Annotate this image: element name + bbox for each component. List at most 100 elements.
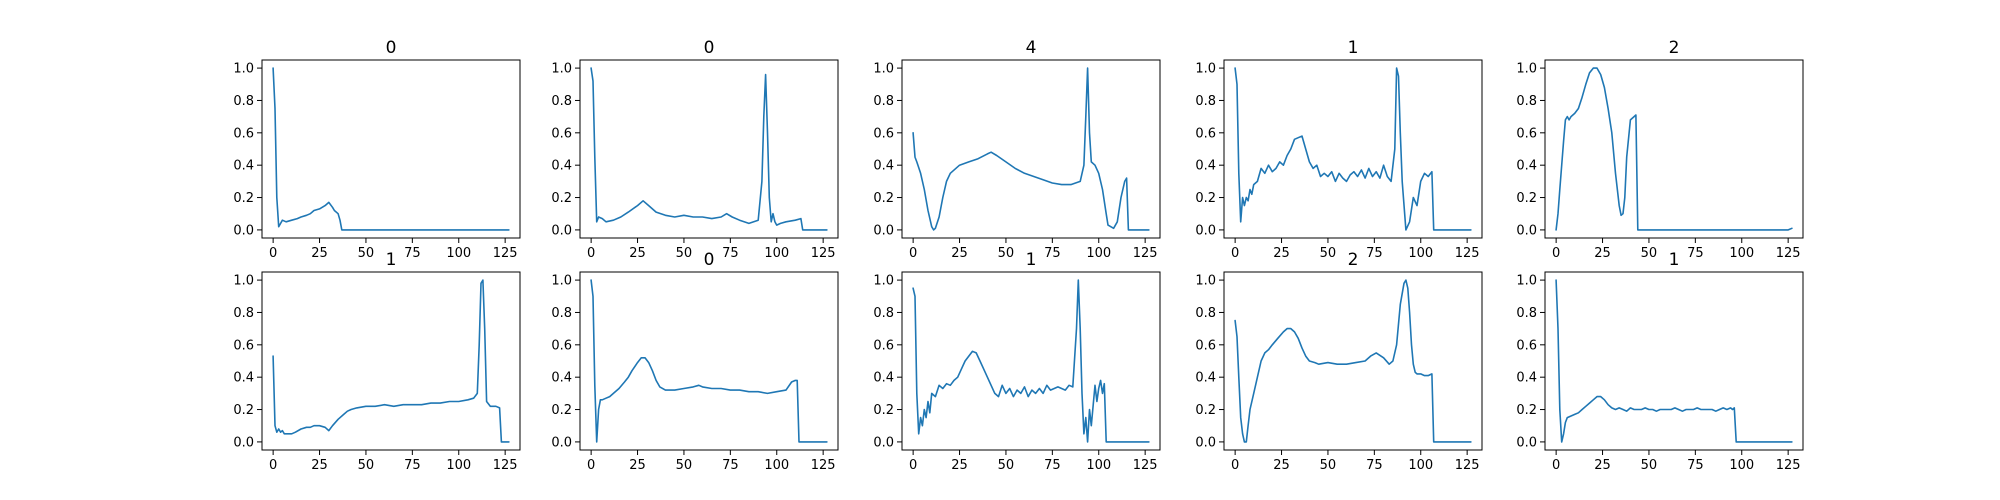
series-line [1555, 67, 1793, 231]
y-tick-label: 0.8 [1516, 94, 1537, 109]
subplot-title: 1 [386, 250, 397, 270]
y-tick-label: 0.8 [1195, 306, 1216, 321]
x-tick-label: 125 [493, 246, 518, 261]
axes-frame [261, 271, 521, 451]
y-tick-label: 0.4 [873, 159, 894, 174]
y-tick-label: 0.4 [1516, 371, 1537, 386]
x-tick-label: 50 [358, 458, 375, 473]
subplot-title: 0 [386, 38, 397, 58]
y-tick-label: 0.2 [551, 191, 572, 206]
y-tick-label: 0.6 [1195, 126, 1216, 141]
series-line [1555, 279, 1793, 443]
subplot-9: 1 0 25 50 75 100 125 0.0 0.2 0.4 0.6 0.8 1.0 [1516, 250, 1804, 473]
y-tick-label: 1.0 [551, 274, 572, 289]
x-tick-label: 0 [1231, 458, 1239, 473]
x-tick-label: 50 [676, 246, 693, 261]
y-tick-label: 0.4 [233, 371, 254, 386]
subplot-7: 1 0 25 50 75 100 125 0.0 0.2 0.4 0.6 0.8 1.0 [873, 250, 1161, 473]
series-line [912, 279, 1150, 443]
x-tick-label: 0 [1552, 246, 1560, 261]
series-line [272, 279, 510, 443]
x-tick-label: 0 [909, 246, 917, 261]
y-tick-label: 0.0 [551, 223, 572, 238]
y-tick-label: 0.0 [551, 435, 572, 450]
x-tick-label: 125 [493, 458, 518, 473]
x-tick-label: 125 [1455, 246, 1480, 261]
x-tick-label: 100 [1729, 458, 1754, 473]
axes-frame [1223, 59, 1483, 239]
axes-frame [1223, 271, 1483, 451]
y-tick-label: 0.8 [233, 306, 254, 321]
y-tick-label: 0.8 [1195, 94, 1216, 109]
y-tick-label: 0.4 [1195, 371, 1216, 386]
x-tick-label: 100 [1086, 458, 1111, 473]
subplot-4: 2 0 25 50 75 100 125 0.0 0.2 0.4 0.6 0.8 1.0 [1516, 38, 1804, 261]
y-tick-label: 0.6 [1195, 338, 1216, 353]
y-tick-label: 0.8 [233, 94, 254, 109]
axes-frame [1544, 271, 1804, 451]
series-line [272, 67, 510, 231]
y-tick-label: 0.0 [1516, 435, 1537, 450]
y-tick-label: 0.6 [1516, 126, 1537, 141]
y-tick-label: 0.0 [873, 223, 894, 238]
y-tick-label: 0.2 [873, 403, 894, 418]
x-tick-label: 0 [1231, 246, 1239, 261]
series-line [1234, 279, 1472, 443]
y-tick-label: 0.2 [873, 191, 894, 206]
subplot-title: 0 [704, 250, 715, 270]
x-tick-label: 50 [1641, 458, 1658, 473]
y-tick-label: 0.2 [1516, 191, 1537, 206]
x-tick-label: 75 [1044, 458, 1061, 473]
y-tick-label: 0.6 [551, 126, 572, 141]
x-tick-label: 0 [587, 458, 595, 473]
subplot-3: 1 0 25 50 75 100 125 0.0 0.2 0.4 0.6 0.8 1.0 [1195, 38, 1483, 261]
y-tick-label: 0.6 [233, 126, 254, 141]
y-tick-label: 1.0 [551, 62, 572, 77]
x-tick-label: 100 [446, 246, 471, 261]
y-tick-label: 0.6 [233, 338, 254, 353]
x-tick-label: 0 [1552, 458, 1560, 473]
x-tick-label: 25 [1594, 246, 1611, 261]
x-tick-label: 100 [1086, 246, 1111, 261]
y-tick-label: 0.2 [1516, 403, 1537, 418]
x-tick-label: 125 [1133, 458, 1158, 473]
subplot-1: 0 0 25 50 75 100 125 0.0 0.2 0.4 0.6 0.8 1.0 [551, 38, 839, 261]
x-tick-label: 50 [676, 458, 693, 473]
y-tick-label: 0.6 [873, 338, 894, 353]
y-tick-label: 0.4 [1195, 159, 1216, 174]
y-tick-label: 0.4 [551, 371, 572, 386]
y-tick-label: 0.6 [1516, 338, 1537, 353]
y-tick-label: 0.0 [233, 435, 254, 450]
x-tick-label: 25 [951, 458, 968, 473]
x-tick-label: 0 [909, 458, 917, 473]
x-tick-label: 75 [722, 458, 739, 473]
x-tick-label: 100 [1408, 246, 1433, 261]
subplot-8: 2 0 25 50 75 100 125 0.0 0.2 0.4 0.6 0.8 1.0 [1195, 250, 1483, 473]
y-tick-label: 1.0 [1516, 62, 1537, 77]
x-tick-label: 25 [1273, 246, 1290, 261]
x-tick-label: 100 [764, 246, 789, 261]
y-tick-label: 1.0 [1195, 62, 1216, 77]
x-tick-label: 50 [998, 246, 1015, 261]
y-tick-label: 0.0 [1195, 435, 1216, 450]
x-tick-label: 50 [1320, 458, 1337, 473]
x-tick-label: 25 [1594, 458, 1611, 473]
x-tick-label: 100 [1408, 458, 1433, 473]
x-tick-label: 50 [1641, 246, 1658, 261]
x-tick-label: 75 [404, 458, 421, 473]
series-line [1234, 67, 1472, 231]
y-tick-label: 1.0 [233, 274, 254, 289]
y-tick-label: 1.0 [873, 62, 894, 77]
subplot-title: 4 [1026, 38, 1037, 58]
axes-frame [901, 271, 1161, 451]
axes-frame [1544, 59, 1804, 239]
series-line [590, 279, 828, 443]
y-tick-label: 0.0 [873, 435, 894, 450]
x-tick-label: 0 [269, 458, 277, 473]
x-tick-label: 0 [587, 246, 595, 261]
y-tick-label: 0.2 [551, 403, 572, 418]
x-tick-label: 25 [629, 246, 646, 261]
x-tick-label: 125 [1455, 458, 1480, 473]
x-tick-label: 75 [1366, 458, 1383, 473]
